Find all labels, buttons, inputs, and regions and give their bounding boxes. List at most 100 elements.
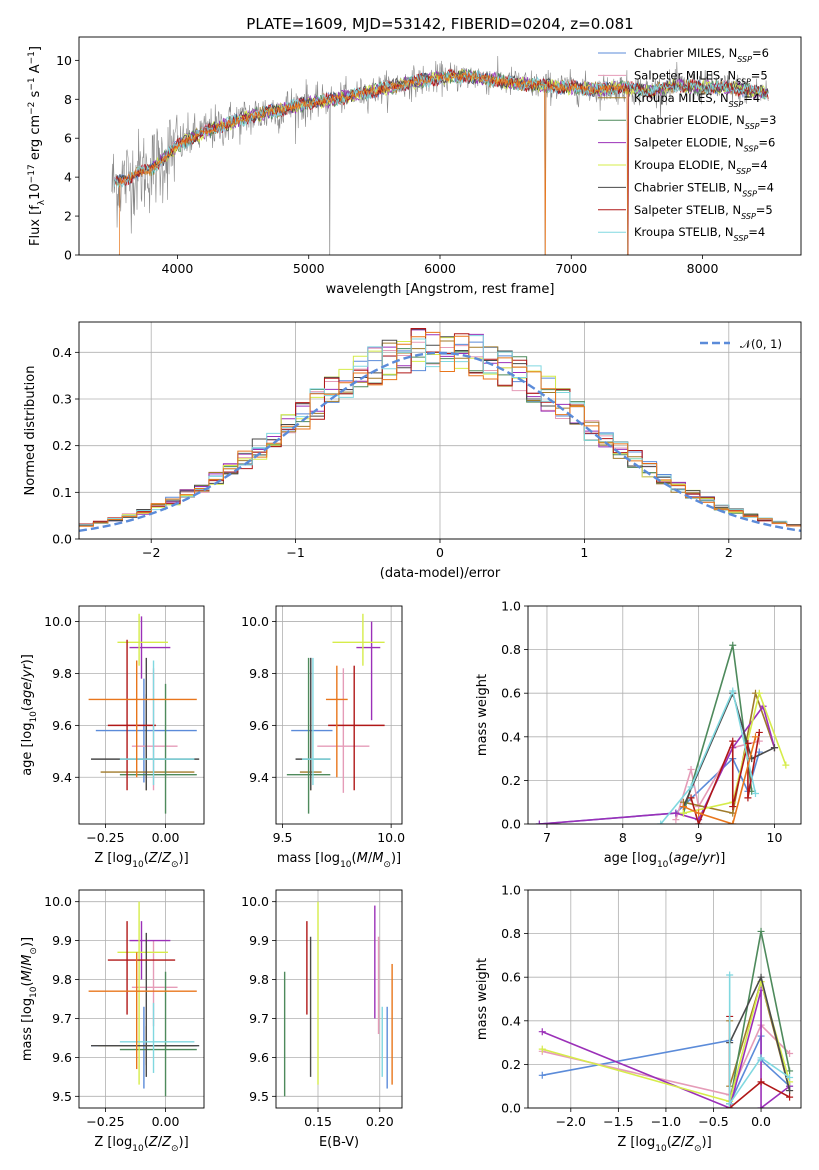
axes-frame [527,605,802,825]
weight-marker [757,1078,765,1086]
weight-series [687,728,763,824]
weight-marker [755,728,763,736]
x-tick-label: 10 [767,830,783,845]
y-tick-label: 0.4 [501,729,521,744]
y-tick-label: 0 [64,248,72,263]
y-tick-label: 8 [64,92,72,107]
errorbar-point [117,613,168,666]
y-tick-label: 0.0 [501,1101,521,1116]
legend: 𝒩(0, 1) [700,337,782,351]
y-axis-label: Normed distribution [23,366,38,496]
errorbar-point [317,668,370,793]
weight-marker [538,1028,546,1036]
y-tick-label: 0.0 [52,532,72,547]
errorbar-point [328,665,385,791]
y-tick-label: 9.5 [52,1089,72,1104]
x-tick-label: 7000 [555,261,587,276]
weight-marker [786,1093,794,1101]
y-tick-label: 10.0 [241,614,269,629]
x-tick-label: −1.0 [651,1114,681,1129]
y-tick-label: 9.8 [249,666,269,681]
y-tick-label: 9.9 [249,933,269,948]
axes-frame [275,889,403,1109]
weight-marker [538,1071,546,1079]
model-spectrum-line [118,71,629,255]
x-axis-label: E(B-V) [319,1135,359,1150]
legend-label: Salpeter MILES, NSSP=5 [634,68,768,86]
errorbar-point [119,971,197,1097]
y-tick-label: 10.0 [44,894,72,909]
y-tick-label: 9.6 [249,1050,269,1065]
weight-marker [755,689,763,697]
y-tick-label: 2 [64,209,72,224]
y-tick-label: 9.8 [249,972,269,987]
plot-area [111,56,769,255]
plot-area [88,901,200,1097]
x-tick-label: 7 [543,830,551,845]
y-tick-label: 0.2 [501,1057,521,1072]
axes-frame [78,36,802,256]
y-tick-label: 10.0 [44,614,72,629]
errorbar-point [119,1002,195,1073]
legend-label: Chabrier STELIB, NSSP=4 [634,180,774,198]
x-tick-label: −1.5 [603,1114,633,1129]
y-axis-label: mass weight [475,674,490,756]
weight-marker [729,803,737,811]
y-tick-label: 0.2 [501,773,521,788]
y-axis-label: Flux [fλ10−17 erg cm−2 s−1 A−1] [27,46,47,246]
weight-marker [535,820,543,824]
weight-marker [752,733,759,741]
weight-marker [786,1073,794,1081]
weight-marker [695,820,703,824]
legend-label: Chabrier MILES, NSSP=6 [634,46,769,64]
x-axis-label: (data-model)/error [380,566,501,581]
figure-title: PLATE=1609, MJD=53142, FIBERID=0204, z=0… [246,15,633,33]
x-tick-label: 8000 [687,261,719,276]
weight-marker [752,789,759,797]
weight-vs-metallicity-panel: −2.0 −1.5 −1.0 −0.5 0.0 0.0 0.2 0.4 0.6 0.8 1.0 Z [… [475,883,802,1154]
weight-marker [538,1045,546,1053]
x-tick-label: −2 [142,545,160,560]
errorbar-point [302,657,331,786]
x-tick-label: 0.15 [304,1114,332,1129]
ticks: −0.25 0.00 9.5 9.6 9.7 9.8 9.9 10.0 [44,894,179,1129]
y-axis-label: mass [log10(M/M⊙)] [20,937,39,1061]
x-tick-label: 2 [725,545,733,560]
errorbar-point [117,901,168,1085]
weight-marker [729,641,737,649]
y-tick-label: 0.3 [52,392,72,407]
weight-series-line [728,975,791,1107]
y-tick-label: 1.0 [501,599,521,614]
age-vs-metallicity-panel: −0.25 0.00 9.4 9.6 9.8 10.0 Z [log10(Z/Z⊙)] age… [20,605,205,870]
y-tick-label: 4 [64,170,72,185]
legend-label: 𝒩(0, 1) [740,337,782,351]
age-vs-mass-panel: 9.5 10.0 9.4 9.6 9.8 10.0 mass [log10(M/M⊙)] [241,605,405,870]
ticks: 4000 5000 6000 7000 8000 0 2 4 6 8 10 [56,53,718,276]
spectrum-panel: 4000 5000 6000 7000 8000 0 2 4 6 8 10 wavelength [A… [27,36,802,297]
y-tick-label: 0.4 [52,345,72,360]
y-tick-label: 9.4 [249,770,269,785]
weight-marker [786,1087,794,1095]
residuals-panel: −2 −1 0 1 2 0.0 0.1 0.2 0.3 0.4 (data-model)/error… [23,321,802,581]
x-tick-label: 0.20 [366,1114,394,1129]
errorbar-point [119,660,195,786]
y-tick-label: 9.4 [52,770,72,785]
x-tick-label: −2.0 [556,1114,586,1129]
ticks: −0.25 0.00 9.4 9.6 9.8 10.0 [44,614,179,845]
weight-marker [757,973,765,981]
errorbar-point [91,932,200,1077]
x-tick-label: −1 [286,545,304,560]
weight-marker [755,737,763,745]
y-axis-label: mass weight [475,958,490,1040]
y-tick-label: 0.8 [501,926,521,941]
x-tick-label: 9.5 [273,830,293,845]
x-tick-label: 4000 [162,261,194,276]
weight-marker [726,971,734,979]
y-tick-label: 9.7 [52,1011,72,1026]
errorbar-point [332,613,385,666]
weight-marker [744,739,752,747]
legend-label: Salpeter ELODIE, NSSP=6 [634,136,775,154]
y-tick-label: 1.0 [501,883,521,898]
legend-label: Kroupa MILES, NSSP=4 [634,91,760,109]
weight-series-line [660,688,757,824]
